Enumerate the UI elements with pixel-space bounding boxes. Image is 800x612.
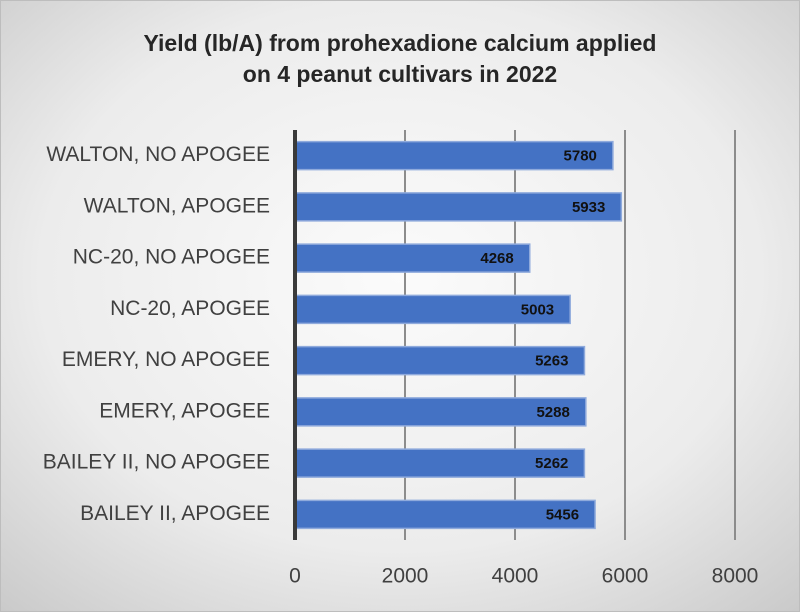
value-label: 5263	[535, 353, 568, 370]
bar	[294, 192, 623, 222]
x-tick-label: 2000	[382, 565, 429, 588]
value-label: 5933	[572, 199, 605, 216]
y-tick-label: NC-20, APOGEE	[110, 297, 270, 320]
chart-title: Yield (lb/A) from prohexadione calcium a…	[144, 30, 657, 56]
y-tick-label: BAILEY II, APOGEE	[80, 502, 270, 525]
value-label: 5288	[536, 404, 569, 421]
y-tick-label: WALTON, NO APOGEE	[46, 143, 270, 166]
value-label: 5262	[535, 455, 568, 472]
x-tick-label: 8000	[712, 565, 759, 588]
chart-title: on 4 peanut cultivars in 2022	[243, 61, 557, 87]
bar	[294, 397, 587, 427]
value-label: 5780	[564, 148, 597, 165]
x-tick-label: 0	[289, 565, 301, 588]
x-tick-label: 4000	[492, 565, 539, 588]
bar	[294, 448, 586, 478]
bar	[294, 140, 614, 171]
y-tick-label: EMERY, APOGEE	[99, 399, 270, 422]
value-label: 5456	[546, 506, 579, 523]
value-label: 5003	[521, 301, 554, 318]
value-label: 4268	[480, 250, 513, 267]
bar	[294, 499, 596, 530]
y-tick-label: EMERY, NO APOGEE	[62, 348, 270, 371]
y-tick-label: BAILEY II, NO APOGEE	[43, 451, 270, 474]
y-tick-label: NC-20, NO APOGEE	[73, 246, 270, 269]
x-tick-label: 6000	[602, 565, 649, 588]
y-tick-label: WALTON, APOGEE	[84, 194, 270, 217]
